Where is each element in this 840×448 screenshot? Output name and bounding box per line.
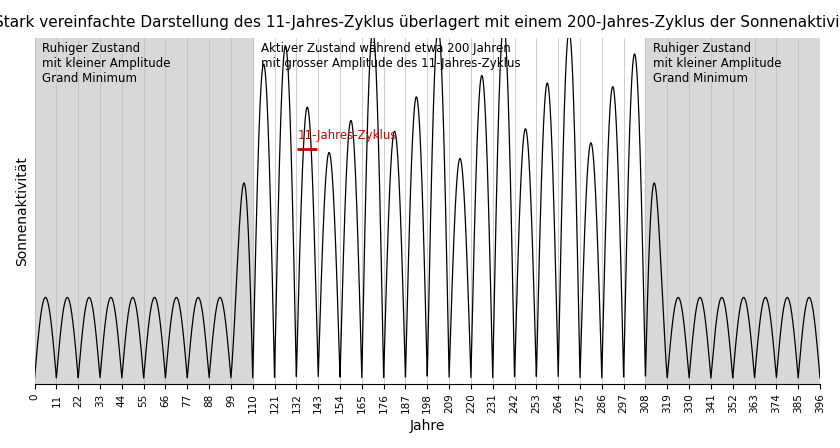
Text: Aktiver Zustand während etwa 200 Jahren
mit grosser Amplitude des 11-Jahres-Zykl: Aktiver Zustand während etwa 200 Jahren …	[260, 42, 520, 69]
Bar	[645, 38, 820, 384]
Text: Ruhiger Zustand
mit kleiner Amplitude
Grand Minimum: Ruhiger Zustand mit kleiner Amplitude Gr…	[654, 42, 782, 85]
Bar	[34, 38, 253, 384]
Title: Stark vereinfachte Darstellung des 11-Jahres-Zyklus überlagert mit einem 200-Jah: Stark vereinfachte Darstellung des 11-Ja…	[0, 15, 840, 30]
Text: 11-Jahres-Zyklus: 11-Jahres-Zyklus	[297, 129, 396, 142]
X-axis label: Jahre: Jahre	[410, 419, 445, 433]
Y-axis label: Sonnenaktivität: Sonnenaktivität	[15, 156, 29, 266]
Text: Ruhiger Zustand
mit kleiner Amplitude
Grand Minimum: Ruhiger Zustand mit kleiner Amplitude Gr…	[43, 42, 171, 85]
